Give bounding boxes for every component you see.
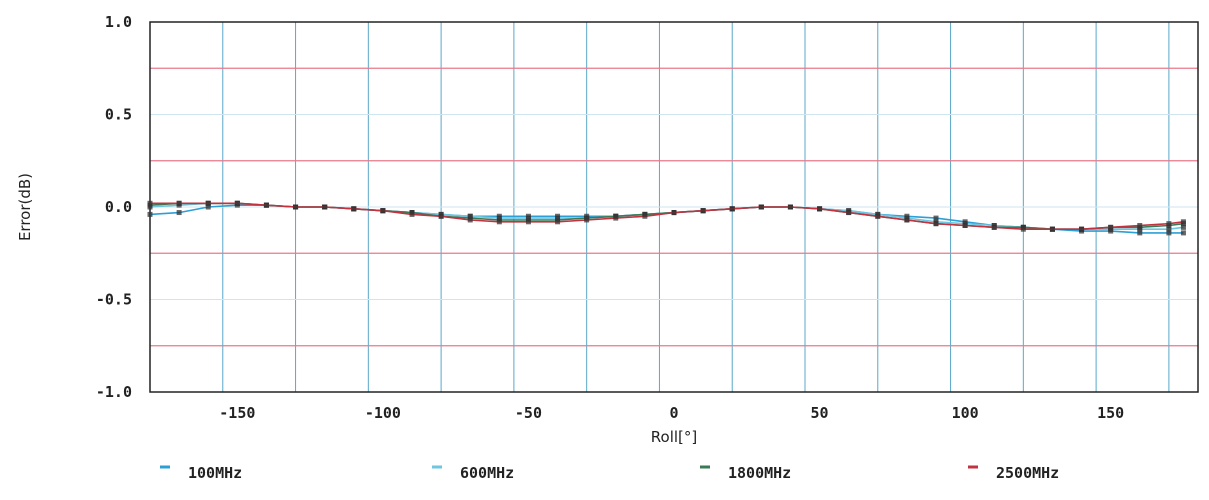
data-point [147,211,153,217]
data-point [380,208,386,214]
x-tick-label: 100 [952,404,979,422]
data-point [729,206,735,212]
data-point [962,223,968,228]
data-point [991,224,997,230]
data-point [642,213,648,219]
y-tick-label: -0.5 [96,291,132,309]
data-point [263,202,269,208]
grid-layer [150,22,1198,392]
y-tick-label: -1.0 [96,383,132,401]
data-point [322,204,328,210]
data-point [1108,224,1114,230]
y-tick-label: 1.0 [105,13,132,31]
legend-label: 600MHz [460,464,514,482]
x-tick-label: -100 [365,404,401,422]
series-1800MHz [147,200,1186,232]
data-point [409,211,415,217]
data-point [613,215,619,221]
data-point [1166,230,1172,236]
data-point [525,219,531,225]
data-point [1180,224,1186,230]
data-point [234,200,240,206]
axis-layer: -150 -100 -50 0 50 100 150 1.0 0.5 0.0 -0.5 -1.0 [96,13,1124,422]
data-point [176,210,182,216]
data-point [438,213,444,219]
data-point [176,200,182,206]
data-point [1137,223,1143,228]
data-point [1166,226,1172,232]
legend: 100MHz 600MHz 1800MHz 2500MHz [160,464,1059,482]
x-tick-label: -150 [219,404,255,422]
data-point [846,210,852,216]
data-point [1137,230,1143,236]
data-point [671,210,677,216]
data-point [205,204,211,210]
x-tick-label: 0 [669,404,678,422]
data-point [1020,226,1026,232]
legend-label: 2500MHz [996,464,1059,482]
data-point [1180,230,1186,236]
data-point [467,217,473,223]
reference-lines [150,67,1198,347]
x-axis-title: Roll[°] [651,428,697,446]
data-point [700,208,706,214]
x-tick-label: -50 [515,404,542,422]
series-2500MHz [147,200,1186,232]
legend-label: 1800MHz [728,464,791,482]
y-tick-label: 0.0 [105,198,132,216]
series-layer [147,200,1186,236]
data-point [1180,219,1186,225]
data-point [496,219,502,225]
data-point [875,213,881,219]
data-point [933,221,939,227]
x-tick-label: 50 [811,404,829,422]
data-point [1166,221,1172,227]
data-point [787,204,793,210]
data-point [933,215,939,221]
data-point [293,204,299,210]
legend-label: 100MHz [188,464,242,482]
data-point [904,217,910,223]
data-point [147,200,153,206]
data-point [1049,226,1055,232]
data-point [584,217,590,223]
data-point [1079,226,1085,232]
data-point [555,219,561,225]
data-point [817,206,823,212]
y-axis-title: Error(dB) [16,173,34,241]
x-tick-label: 150 [1097,404,1124,422]
data-point [351,206,357,212]
data-point [205,200,211,206]
data-point [758,204,764,210]
y-tick-label: 0.5 [105,106,132,124]
